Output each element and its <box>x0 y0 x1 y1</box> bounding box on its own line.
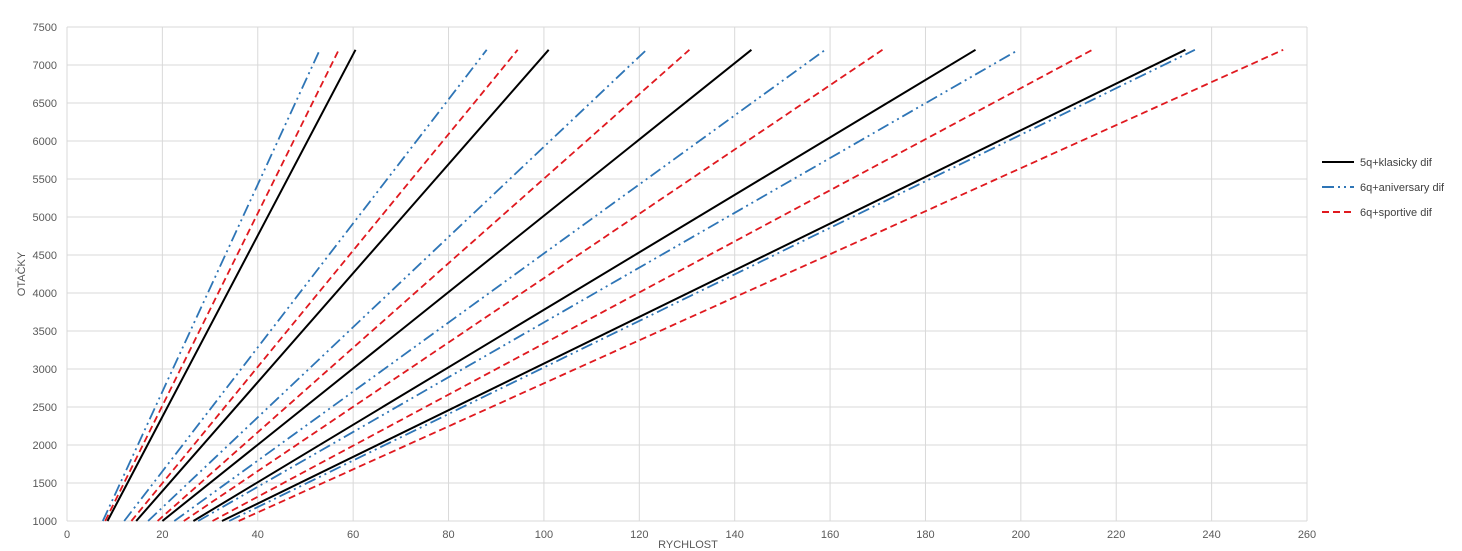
series-2-gear-line-2 <box>130 49 519 522</box>
x-tick-label: 100 <box>535 529 553 541</box>
x-tick-label: 20 <box>156 529 168 541</box>
series-2-gear-line-5 <box>212 49 1093 522</box>
x-tick-labels: 0 20 40 60 80 100 120 140 160 180 200 220 240 260 <box>64 529 1316 541</box>
y-tick-label: 3500 <box>33 326 57 338</box>
series-0-gear-line-5 <box>221 48 1186 522</box>
series-0-gear-line-1 <box>106 49 357 522</box>
series-2-gear-line-4 <box>183 49 884 522</box>
legend-label-1: 6q+aniversary dif <box>1360 182 1445 194</box>
series-1-gear-line-2 <box>123 49 488 522</box>
y-tick-label: 4000 <box>33 288 57 300</box>
legend-label-0: 5q+klasicky dif <box>1360 157 1433 169</box>
y-tick-label: 6500 <box>33 98 57 110</box>
series-1-gear-line-4 <box>173 49 826 522</box>
y-tick-label: 4500 <box>33 250 57 262</box>
y-tick-label: 6000 <box>33 136 57 148</box>
series-1-gear-line-6 <box>228 48 1196 522</box>
series-2-gear-line-3 <box>157 49 690 522</box>
series-1 <box>101 48 1196 522</box>
series-1-gear-line-1 <box>101 49 321 522</box>
y-tick-label: 7500 <box>33 22 57 34</box>
y-tick-label: 2000 <box>33 440 57 452</box>
x-tick-label: 60 <box>347 529 359 541</box>
y-tick-label: 2500 <box>33 402 57 414</box>
x-tick-label: 160 <box>821 529 839 541</box>
x-tick-label: 260 <box>1298 529 1316 541</box>
series-0 <box>106 48 1186 522</box>
y-tick-label: 1500 <box>33 478 57 490</box>
series-2-gear-line-6 <box>238 48 1284 522</box>
series-0-gear-line-3 <box>161 49 753 522</box>
y-tick-label: 5000 <box>33 212 57 224</box>
series-2 <box>104 48 1284 522</box>
x-axis-label: RYCHLOST <box>658 539 718 551</box>
y-tick-label: 5500 <box>33 174 57 186</box>
y-tick-label: 1000 <box>33 516 57 528</box>
x-tick-label: 220 <box>1107 529 1125 541</box>
x-tick-label: 200 <box>1012 529 1030 541</box>
x-tick-label: 0 <box>64 529 70 541</box>
series-0-gear-line-4 <box>192 48 977 522</box>
grid <box>66 26 1308 522</box>
series-lines <box>101 48 1284 522</box>
x-tick-label: 40 <box>252 529 264 541</box>
series-2-gear-line-1 <box>104 49 340 522</box>
y-tick-label: 3000 <box>33 364 57 376</box>
y-axis-label: OTAČKY <box>15 251 28 296</box>
legend-label-2: 6q+sportive dif <box>1360 207 1433 219</box>
legend: 5q+klasicky dif 6q+aniversary dif 6q+sport… <box>1322 157 1445 219</box>
series-0-gear-line-2 <box>135 49 550 522</box>
y-tick-labels: 1000 1500 2000 2500 3000 3500 4000 4500 5000 5500… <box>33 22 57 528</box>
x-tick-label: 120 <box>630 529 648 541</box>
y-tick-label: 7000 <box>33 60 57 72</box>
x-tick-label: 240 <box>1202 529 1220 541</box>
x-tick-label: 80 <box>442 529 454 541</box>
x-tick-label: 140 <box>726 529 744 541</box>
series-1-gear-line-5 <box>197 49 1019 522</box>
series-1-gear-line-3 <box>147 49 648 522</box>
x-tick-label: 180 <box>916 529 934 541</box>
